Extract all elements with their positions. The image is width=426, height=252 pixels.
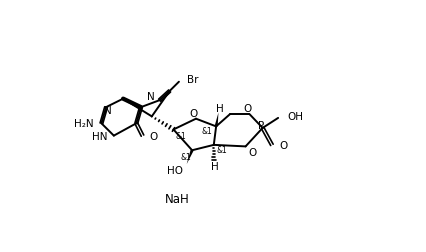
Text: O: O bbox=[243, 104, 251, 113]
Polygon shape bbox=[186, 150, 193, 165]
Text: O: O bbox=[149, 131, 157, 141]
Text: O: O bbox=[189, 108, 197, 118]
Text: N: N bbox=[104, 106, 111, 116]
Text: &1: &1 bbox=[201, 127, 212, 136]
Text: &1: &1 bbox=[216, 145, 226, 154]
Text: H: H bbox=[211, 162, 219, 172]
Text: HO: HO bbox=[167, 165, 182, 175]
Text: OH: OH bbox=[287, 112, 303, 122]
Text: Br: Br bbox=[186, 74, 198, 84]
Text: NaH: NaH bbox=[164, 193, 189, 205]
Text: &1: &1 bbox=[176, 132, 186, 141]
Text: P: P bbox=[257, 120, 264, 130]
Text: O: O bbox=[278, 140, 286, 150]
Text: N: N bbox=[147, 91, 155, 101]
Text: O: O bbox=[248, 147, 256, 157]
Polygon shape bbox=[214, 113, 218, 127]
Text: H₂N: H₂N bbox=[74, 119, 93, 129]
Text: HN: HN bbox=[92, 131, 107, 141]
Text: H: H bbox=[216, 104, 223, 113]
Text: &1: &1 bbox=[180, 152, 191, 161]
